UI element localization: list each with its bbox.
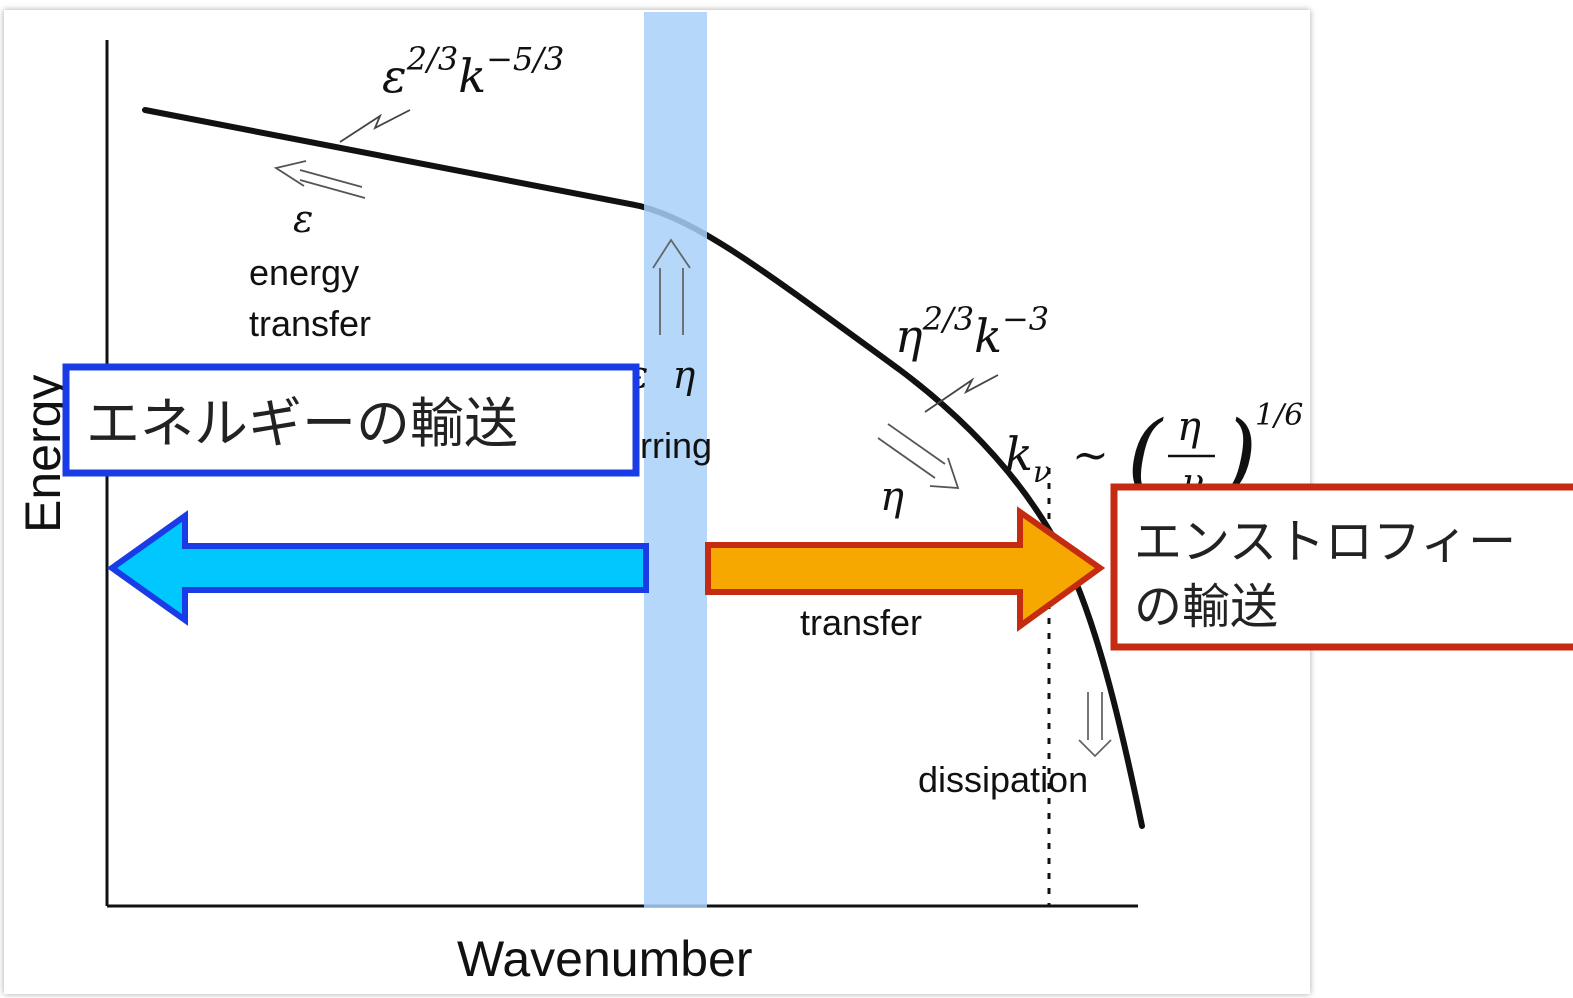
energy-transfer-label-line1: energy (249, 252, 359, 293)
enstrophy-transfer-hollow-arrow (877, 423, 960, 489)
dissipation-hollow-arrow (1078, 692, 1112, 758)
energy-transfer-hollow-arrow (273, 160, 366, 199)
svg-text:∼: ∼ (1072, 430, 1109, 481)
slope-pointer-squiggle (339, 109, 411, 143)
svg-text:1/6: 1/6 (1255, 398, 1303, 433)
y-axis-label: Energy (15, 375, 71, 533)
enstrophy-transport-box-label-line2: の輸送 (1134, 579, 1278, 635)
injection-hollow-arrow (652, 238, 691, 335)
energy-transport-box (62, 363, 640, 477)
energy-inverse-cascade-arrow (106, 510, 649, 626)
energy-cascade-slope-label: ε2/3k−5/3 (382, 40, 564, 103)
stirring-label-fragment: rring (640, 425, 712, 466)
enstrophy-transport-box-label-line1: エンストロフィー (1134, 514, 1516, 570)
svg-text:η: η (1177, 404, 1201, 450)
transfer-label: transfer (800, 602, 922, 643)
epsilon-symbol: ε (293, 197, 313, 241)
x-axis-label: Wavenumber (457, 931, 752, 987)
eta-symbol: η (880, 474, 904, 520)
forcing-band (644, 12, 707, 908)
enstrophy-slope-pointer-squiggle (924, 374, 999, 413)
energy-transfer-label-line2: transfer (249, 303, 371, 344)
energy-transport-box-label: エネルギーの輸送 (86, 392, 518, 455)
svg-text:kν: kν (1005, 427, 1051, 490)
enstrophy-cascade-slope-label: η2/3k−3 (895, 300, 1049, 363)
energy-spectrum-curve (142, 107, 1145, 829)
enstrophy-forward-cascade-arrow (705, 506, 1106, 632)
dissipation-label: dissipation (918, 759, 1088, 800)
enstrophy-transport-box (1110, 483, 1573, 651)
